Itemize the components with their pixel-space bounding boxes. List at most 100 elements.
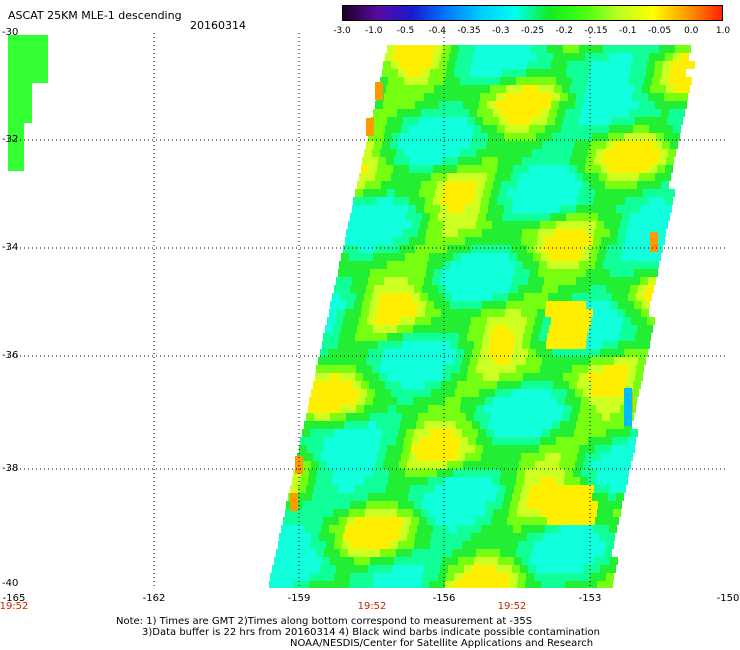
swath-cell xyxy=(584,421,592,429)
swath-cell xyxy=(488,349,496,357)
swath-cell xyxy=(369,453,377,461)
swath-cell xyxy=(437,581,445,588)
swath-cell xyxy=(465,197,473,205)
swath-cell xyxy=(636,77,644,85)
swath-cell xyxy=(424,493,432,501)
swath-cell xyxy=(452,365,460,373)
swath-cell xyxy=(514,485,522,493)
swath-cell xyxy=(641,237,649,245)
swath-cell xyxy=(618,269,626,277)
swath-cell xyxy=(589,581,597,588)
swath-cell xyxy=(422,357,430,365)
swath-cell xyxy=(370,341,378,349)
swath-cell xyxy=(526,357,534,365)
swath-cell xyxy=(505,453,513,461)
swath-cell xyxy=(495,389,503,397)
swath-cell xyxy=(408,349,416,357)
swath-cell xyxy=(373,397,381,405)
swath-cell xyxy=(512,277,520,285)
swath-cell xyxy=(393,125,401,133)
swath-cell xyxy=(394,485,402,493)
swath-cell xyxy=(324,405,332,413)
swath-cell xyxy=(529,125,537,133)
swath-cell xyxy=(627,261,635,269)
swath-cell xyxy=(358,357,366,365)
swath-cell xyxy=(478,69,486,77)
swath-cell xyxy=(599,173,607,181)
swath-cell xyxy=(382,573,390,581)
swath-cell xyxy=(641,53,649,61)
swath-cell xyxy=(572,149,580,157)
swath-cell xyxy=(381,253,389,261)
swath-cell xyxy=(357,253,365,261)
swath-cell xyxy=(503,533,511,541)
swath-cell xyxy=(324,437,332,445)
swath-cell xyxy=(489,125,497,133)
swath-cell xyxy=(436,365,444,373)
swath-cell xyxy=(485,325,493,333)
swath-cell xyxy=(318,573,326,581)
swath-cell xyxy=(392,565,400,573)
swath-cell-left xyxy=(8,163,16,171)
swath-cell xyxy=(483,333,491,341)
swath-cell xyxy=(455,173,463,181)
swath-cell xyxy=(572,77,580,85)
swath-cell xyxy=(638,141,646,149)
swath-cell xyxy=(618,485,626,493)
swath-cell xyxy=(588,549,596,557)
swath-cell xyxy=(625,165,633,173)
swath-cell xyxy=(535,61,543,69)
swath-cell xyxy=(596,437,604,445)
swath-cell xyxy=(515,261,523,269)
swath-cell xyxy=(599,389,607,397)
swath-cell xyxy=(444,549,452,557)
swath-cell xyxy=(594,269,602,277)
swath-map xyxy=(8,33,728,588)
swath-cell xyxy=(611,189,619,197)
swath-cell xyxy=(663,61,671,69)
swath-cell xyxy=(552,133,560,141)
swath-cell-left xyxy=(8,147,16,155)
swath-cell xyxy=(592,277,600,285)
swath-cell xyxy=(515,117,523,125)
swath-cell xyxy=(517,397,525,405)
swath-cell xyxy=(600,133,608,141)
swath-cell xyxy=(529,165,537,173)
swath-cell-left xyxy=(16,147,24,155)
swath-cell xyxy=(485,253,493,261)
swath-cell xyxy=(531,261,539,269)
swath-cell xyxy=(662,141,670,149)
swath-cell xyxy=(630,357,638,365)
swath-cell xyxy=(623,101,631,109)
swath-cell xyxy=(481,309,489,317)
swath-cell xyxy=(525,109,533,117)
swath-cell xyxy=(515,445,523,453)
swath-cell xyxy=(565,469,573,477)
swath-cell xyxy=(465,165,473,173)
swath-cell xyxy=(559,461,567,469)
swath-cell xyxy=(513,197,521,205)
swath-cell xyxy=(449,53,457,61)
swath-cell xyxy=(562,485,570,493)
swath-cell xyxy=(435,45,443,53)
swath-cell xyxy=(358,285,366,293)
swath-cell xyxy=(471,101,479,109)
swath-cell xyxy=(646,69,654,77)
swath-cell xyxy=(354,557,362,565)
swath-cell xyxy=(634,157,642,165)
swath-cell xyxy=(621,109,629,117)
swath-cell xyxy=(532,293,540,301)
swath-cell xyxy=(303,461,311,469)
swath-cell xyxy=(546,557,554,565)
swath-cell xyxy=(627,189,635,197)
swath-cell xyxy=(460,77,468,85)
swath-cell xyxy=(554,85,562,93)
swath-cell xyxy=(444,149,452,157)
swath-cell xyxy=(607,61,615,69)
swath-cell xyxy=(621,325,629,333)
swath-cell xyxy=(562,269,570,277)
swath-cell xyxy=(505,125,513,133)
swath-cell xyxy=(414,285,422,293)
swath-cell xyxy=(338,301,346,309)
swath-cell xyxy=(442,301,450,309)
